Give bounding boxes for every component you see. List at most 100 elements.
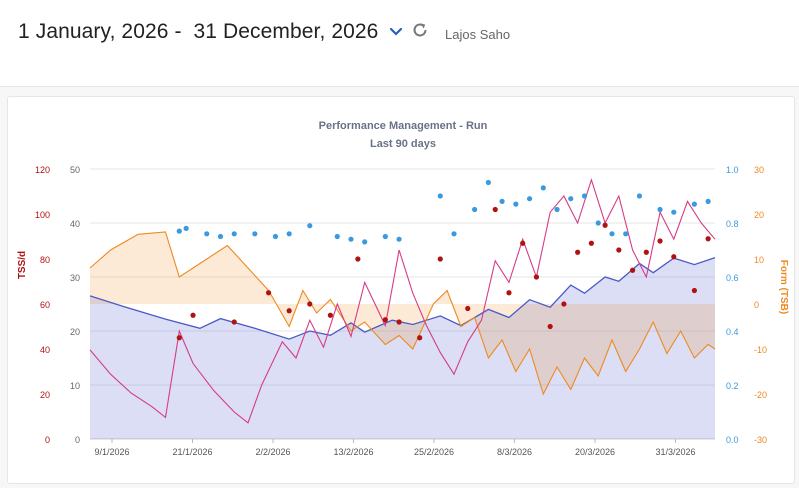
tss-point	[575, 249, 581, 255]
tsb-tick-label: 20	[754, 210, 764, 220]
chevron-down-icon[interactable]	[389, 26, 403, 38]
intensity-point	[691, 201, 697, 207]
tss-tick-label: 80	[40, 255, 50, 265]
intensity-point	[286, 231, 292, 237]
tss-point	[520, 240, 526, 246]
tss-point	[355, 256, 361, 262]
intensity-point	[334, 233, 340, 240]
tss-tick-label: 0	[45, 435, 50, 445]
intensity-point	[272, 233, 279, 240]
tss-axis-label: TSS/d	[17, 251, 28, 279]
tsb-tick-label: -20	[754, 390, 767, 400]
intensity-point	[176, 228, 182, 234]
tss-tick-label: 100	[35, 210, 50, 220]
if-tick-label: 0.2	[726, 381, 739, 391]
tss-point	[616, 247, 622, 253]
intensity-point	[609, 231, 615, 237]
intensity-point	[513, 201, 519, 207]
form-area	[90, 232, 715, 394]
if-tick-label: 0.8	[726, 219, 739, 229]
tss-point	[437, 256, 443, 262]
ctl-tick-label: 20	[70, 327, 80, 337]
ctl-tick-label: 10	[70, 381, 80, 391]
if-tick-label: 1.0	[726, 165, 739, 175]
tss-point	[506, 290, 512, 296]
intensity-point	[348, 236, 354, 242]
chart-subtitle: Last 90 days	[370, 138, 436, 150]
x-tick-label: 31/3/2026	[655, 447, 695, 457]
tsb-tick-label: 10	[754, 255, 764, 265]
intensity-point	[217, 233, 224, 240]
tss-point	[417, 335, 423, 341]
series-lines	[89, 177, 716, 424]
x-tick-label: 20/3/2026	[575, 447, 615, 457]
intensity-point	[623, 231, 629, 237]
tss-point	[265, 290, 272, 296]
form-line	[89, 231, 716, 396]
tss-point	[561, 301, 567, 307]
tss-point	[327, 312, 333, 318]
x-tick-label: 9/1/2026	[94, 447, 129, 457]
ctl-tick-label: 0	[75, 435, 80, 445]
x-tick-label: 13/2/2026	[333, 447, 373, 457]
x-tick-label: 2/2/2026	[255, 447, 290, 457]
tss-point	[691, 287, 697, 294]
tss-point	[547, 323, 553, 330]
tss-tick-label: 120	[35, 165, 50, 175]
intensity-point	[396, 236, 402, 242]
intensity-point	[382, 233, 388, 240]
intensity-point	[451, 231, 457, 237]
series-points	[176, 179, 711, 341]
tsb-tick-label: 30	[754, 165, 764, 175]
chart-title: Performance Management - Run	[319, 120, 488, 132]
tss-point	[602, 222, 608, 228]
date-range-label[interactable]: 1 January, 2026 - 31 December, 2026	[18, 20, 379, 43]
intensity-point	[705, 198, 711, 204]
intensity-point	[540, 185, 546, 191]
fitness-area	[90, 257, 715, 439]
ctl-tick-label: 40	[70, 219, 80, 229]
tss-point	[176, 335, 182, 341]
intensity-point	[231, 231, 237, 237]
intensity-point	[595, 220, 601, 226]
y-axes: TSS/d Form (TSB) 02040608010012001020304…	[17, 165, 789, 445]
x-tick-label: 8/3/2026	[497, 447, 532, 457]
intensity-point	[307, 223, 313, 229]
intensity-point	[204, 231, 210, 237]
if-tick-label: 0.6	[726, 273, 739, 283]
tss-point	[396, 319, 402, 325]
tsb-tick-label: 0	[754, 300, 759, 310]
tss-point	[465, 305, 471, 312]
refresh-icon[interactable]	[411, 21, 429, 39]
intensity-point	[657, 206, 663, 213]
intensity-point	[472, 206, 478, 213]
area-fills	[90, 232, 715, 439]
tss-tick-label: 60	[40, 300, 50, 310]
intensity-point	[671, 209, 677, 215]
intensity-point	[526, 196, 533, 202]
tss-point	[382, 317, 388, 323]
tss-point	[705, 236, 711, 242]
intensity-point	[183, 225, 189, 231]
intensity-point	[581, 193, 588, 199]
intensity-point	[252, 231, 258, 237]
tsb-tick-label: -30	[754, 435, 767, 445]
ctl-tick-label: 30	[70, 273, 80, 283]
ctl-tick-label: 50	[70, 165, 80, 175]
intensity-point	[485, 179, 491, 186]
if-tick-label: 0.0	[726, 435, 739, 445]
grid	[90, 168, 715, 440]
x-tick-label: 21/1/2026	[172, 447, 212, 457]
tss-tick-label: 40	[40, 345, 50, 355]
tss-point	[286, 308, 292, 314]
intensity-point	[554, 206, 560, 213]
intensity-point	[636, 193, 643, 199]
form-axis-label: Form (TSB)	[778, 260, 789, 314]
intensity-point	[362, 239, 368, 245]
intensity-point	[437, 193, 443, 199]
tss-point	[643, 249, 649, 255]
performance-chart: Performance Management - Run Last 90 day…	[17, 120, 789, 457]
tss-point	[588, 240, 594, 246]
tss-point	[231, 319, 237, 325]
tss-tick-label: 20	[40, 390, 50, 400]
